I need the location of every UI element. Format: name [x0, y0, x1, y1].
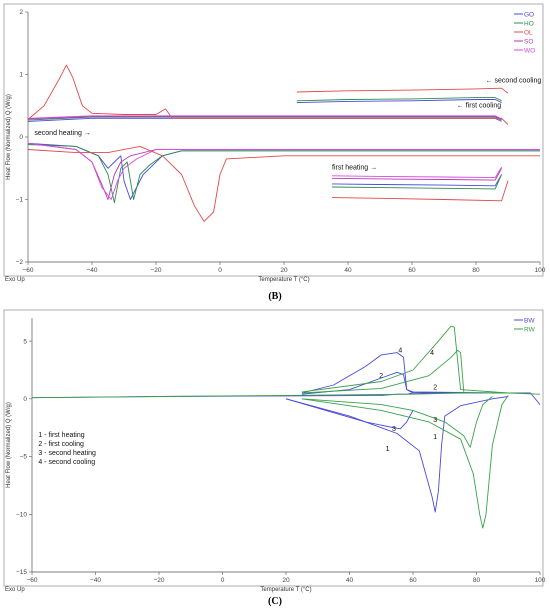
- legend-label-bw: BW: [524, 317, 535, 324]
- annotation-label: first heating →: [332, 165, 377, 172]
- curve-number-label: 2: [379, 373, 383, 380]
- y-tick-label: −5: [20, 454, 28, 461]
- series-line-so: [27, 115, 502, 120]
- x-tick-label: 100: [535, 577, 546, 584]
- x-axis-title: Temperature T (°C): [260, 587, 311, 593]
- x-tick-label: 60: [408, 267, 416, 274]
- series-line-ol: [296, 87, 509, 94]
- series-line-bw: [301, 352, 509, 394]
- curve-key-item: 3 - second heating: [38, 450, 96, 457]
- chart-panel-c: −60 −40 −20 0 20 40 60 80 100 5 0 −5 −10 −15 Temperatu…: [3, 309, 546, 607]
- x-axis-title: Temperature T (°C): [258, 277, 309, 283]
- curve-number-label: 3: [392, 426, 396, 433]
- y-tick-label: −2: [16, 259, 24, 266]
- y-axis-title: Heat Flow (Normalized) Q (W/g): [6, 402, 12, 488]
- series-line-so: [331, 168, 502, 181]
- curve-number-label: 4: [430, 350, 434, 357]
- x-tick-label: 20: [282, 577, 290, 584]
- x-tick-label: 100: [535, 267, 546, 274]
- curve-number-label: 1: [433, 434, 437, 441]
- series-line-wo: [27, 142, 540, 200]
- panel-label: (B): [268, 291, 281, 302]
- series-line-ol: [27, 145, 540, 222]
- chart-panel-b: −60 −40 −20 0 20 40 60 80 100 2 1 0 −1 −2 Temperature …: [3, 3, 546, 302]
- y-tick-label: −10: [16, 511, 27, 518]
- x-tick-label: 40: [346, 577, 354, 584]
- x-tick-label: 60: [409, 577, 417, 584]
- curve-number-label: 4: [398, 348, 402, 355]
- series-line-rw: [301, 396, 493, 448]
- x-tick-label: 0: [221, 577, 225, 584]
- legend-label-wo: WO: [524, 47, 535, 54]
- curve-number-label: 3: [433, 417, 437, 424]
- x-tick-label: −40: [86, 267, 97, 274]
- curve-key-item: 4 - second cooling: [38, 459, 95, 466]
- y-tick-label: 0: [23, 396, 27, 403]
- series-line-ho: [27, 116, 502, 121]
- series-line-ho: [296, 97, 502, 102]
- annotation-label: ← second cooling: [486, 78, 542, 85]
- series-line-ol: [331, 180, 509, 202]
- y-tick-label: 2: [19, 9, 23, 16]
- curve-key-item: 1 - first heating: [38, 432, 84, 439]
- series-line-ol: [27, 64, 509, 125]
- x-tick-label: 80: [473, 577, 481, 584]
- series-line-bw: [285, 396, 509, 513]
- curve-number-label: 2: [433, 385, 437, 392]
- curve-key-item: 2 - first cooling: [38, 441, 84, 448]
- y-tick-label: 0: [19, 134, 23, 141]
- series-line-rw: [301, 349, 465, 394]
- y-tick-label: −1: [16, 197, 24, 204]
- x-tick-label: 80: [472, 267, 480, 274]
- legend-label-rw: RW: [524, 326, 536, 333]
- series-line-go: [296, 99, 502, 104]
- x-tick-label: 0: [218, 267, 222, 274]
- annotation-label: ← first cooling: [457, 103, 501, 110]
- series-line-rw: [301, 395, 509, 529]
- x-tick-label: −40: [90, 577, 101, 584]
- chart-frame: [3, 309, 544, 587]
- x-tick-label: −20: [150, 267, 161, 274]
- legend-label-ho: HO: [524, 20, 534, 27]
- legend-label-ol: OL: [524, 29, 533, 36]
- y-tick-label: −15: [16, 569, 27, 576]
- annotation-label: second heating →: [34, 130, 90, 137]
- panel-label: (C): [268, 596, 282, 607]
- legend-label-go: GO: [524, 11, 534, 18]
- y-tick-label: 5: [23, 338, 27, 345]
- series-line-bw: [285, 398, 414, 430]
- curve-number-label: 1: [386, 446, 390, 453]
- series-line-ho: [27, 144, 540, 204]
- series-line-bw: [301, 371, 414, 395]
- legend-label-so: SO: [524, 38, 533, 45]
- y-axis-title: Heat Flow (Normalized) Q (W/g): [6, 94, 12, 180]
- series-line-rw: [301, 325, 509, 394]
- exo-up-label: Exo Up: [5, 277, 25, 283]
- x-tick-label: −60: [22, 267, 33, 274]
- chart-frame: [3, 3, 544, 277]
- series-line-wo: [331, 166, 502, 179]
- x-tick-label: −60: [26, 577, 37, 584]
- series-line-wo: [27, 115, 502, 120]
- series-line-ho: [331, 174, 503, 190]
- x-tick-label: −20: [153, 577, 164, 584]
- series-line-go: [331, 174, 502, 187]
- x-tick-label: 40: [344, 267, 352, 274]
- x-tick-label: 20: [280, 267, 288, 274]
- exo-up-label: Exo Up: [5, 587, 25, 593]
- y-tick-label: 1: [19, 72, 23, 79]
